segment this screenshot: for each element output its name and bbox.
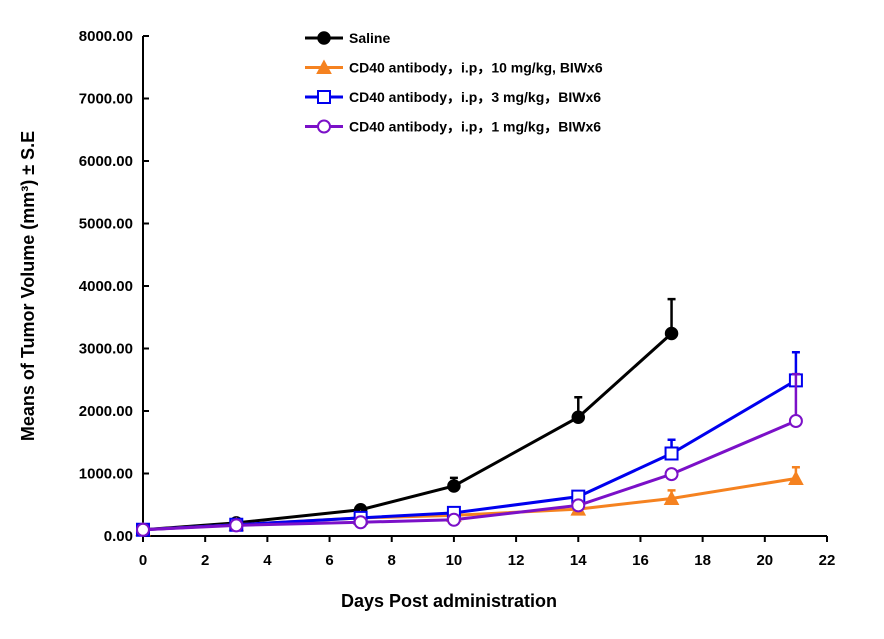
- data-point: [664, 467, 679, 482]
- legend: Saline CD40 antibody，i.p，10 mg/kg, BIWx6 C…: [305, 30, 603, 135]
- data-point: [571, 410, 586, 424]
- legend-marker: [317, 90, 331, 104]
- data-point: [664, 326, 679, 341]
- series-3: [136, 351, 803, 537]
- data-point: [664, 446, 679, 461]
- data-point: [446, 512, 461, 527]
- y-axis-label: Means of Tumor Volume (mm³) ± S.E: [18, 131, 38, 441]
- data-point: [353, 515, 368, 530]
- data-point: [663, 490, 680, 505]
- plot-area: [135, 297, 804, 537]
- y-tick-label: 4000.00: [79, 278, 133, 295]
- x-tick-label: 20: [756, 552, 773, 569]
- legend-item-3: CD40 antibody，i.p，3 mg/kg，BIWx6: [305, 89, 601, 105]
- y-tick-label: 5000.00: [79, 216, 133, 233]
- legend-label: CD40 antibody，i.p，1 mg/kg，BIWx6: [349, 119, 601, 135]
- data-point: [788, 414, 803, 428]
- x-tick-label: 0: [139, 552, 147, 569]
- x-tick-label: 16: [632, 552, 649, 569]
- series-4: [136, 372, 803, 537]
- x-tick-label: 14: [570, 552, 587, 569]
- legend-item-2: CD40 antibody，i.p，10 mg/kg, BIWx6: [305, 59, 603, 76]
- x-tick-label: 2: [201, 552, 209, 569]
- data-point: [571, 498, 586, 513]
- x-tick-label: 12: [508, 552, 525, 569]
- y-tick-label: 1000.00: [79, 466, 133, 483]
- series-line: [142, 332, 673, 532]
- legend-label: CD40 antibody，i.p，10 mg/kg, BIWx6: [349, 60, 603, 76]
- x-tick-label: 10: [446, 552, 463, 569]
- y-tick-label: 8000.00: [79, 28, 133, 45]
- data-point: [788, 470, 804, 485]
- data-point: [136, 522, 150, 537]
- y-tick-label: 3000.00: [79, 341, 133, 358]
- x-tick-label: 18: [694, 552, 711, 569]
- y-tick-label: 2000.00: [79, 403, 133, 420]
- x-tick-label: 6: [325, 552, 333, 569]
- data-point: [447, 479, 461, 493]
- legend-item-4: CD40 antibody，i.p，1 mg/kg，BIWx6: [305, 119, 601, 135]
- y-tick-label: 0.00: [104, 528, 133, 545]
- legend-label: Saline: [349, 30, 390, 46]
- y-tick-label: 7000.00: [79, 91, 133, 108]
- axes: 0.00 1000.00 2000.00 3000.00 4000.00 5000.00 6…: [79, 28, 836, 569]
- x-tick-label: 8: [388, 552, 396, 569]
- series-line: [142, 379, 797, 532]
- x-axis-label: Days Post administration: [341, 591, 557, 611]
- x-tick-label: 4: [263, 552, 272, 569]
- y-tick-label: 6000.00: [79, 153, 133, 170]
- x-tick-label: 22: [819, 552, 836, 569]
- legend-marker: [317, 119, 331, 134]
- legend-marker: [317, 31, 331, 45]
- legend-item-1: Saline: [305, 30, 390, 46]
- legend-label: CD40 antibody，i.p，3 mg/kg，BIWx6: [349, 89, 601, 105]
- legend-marker: [316, 59, 332, 74]
- data-point: [229, 518, 244, 533]
